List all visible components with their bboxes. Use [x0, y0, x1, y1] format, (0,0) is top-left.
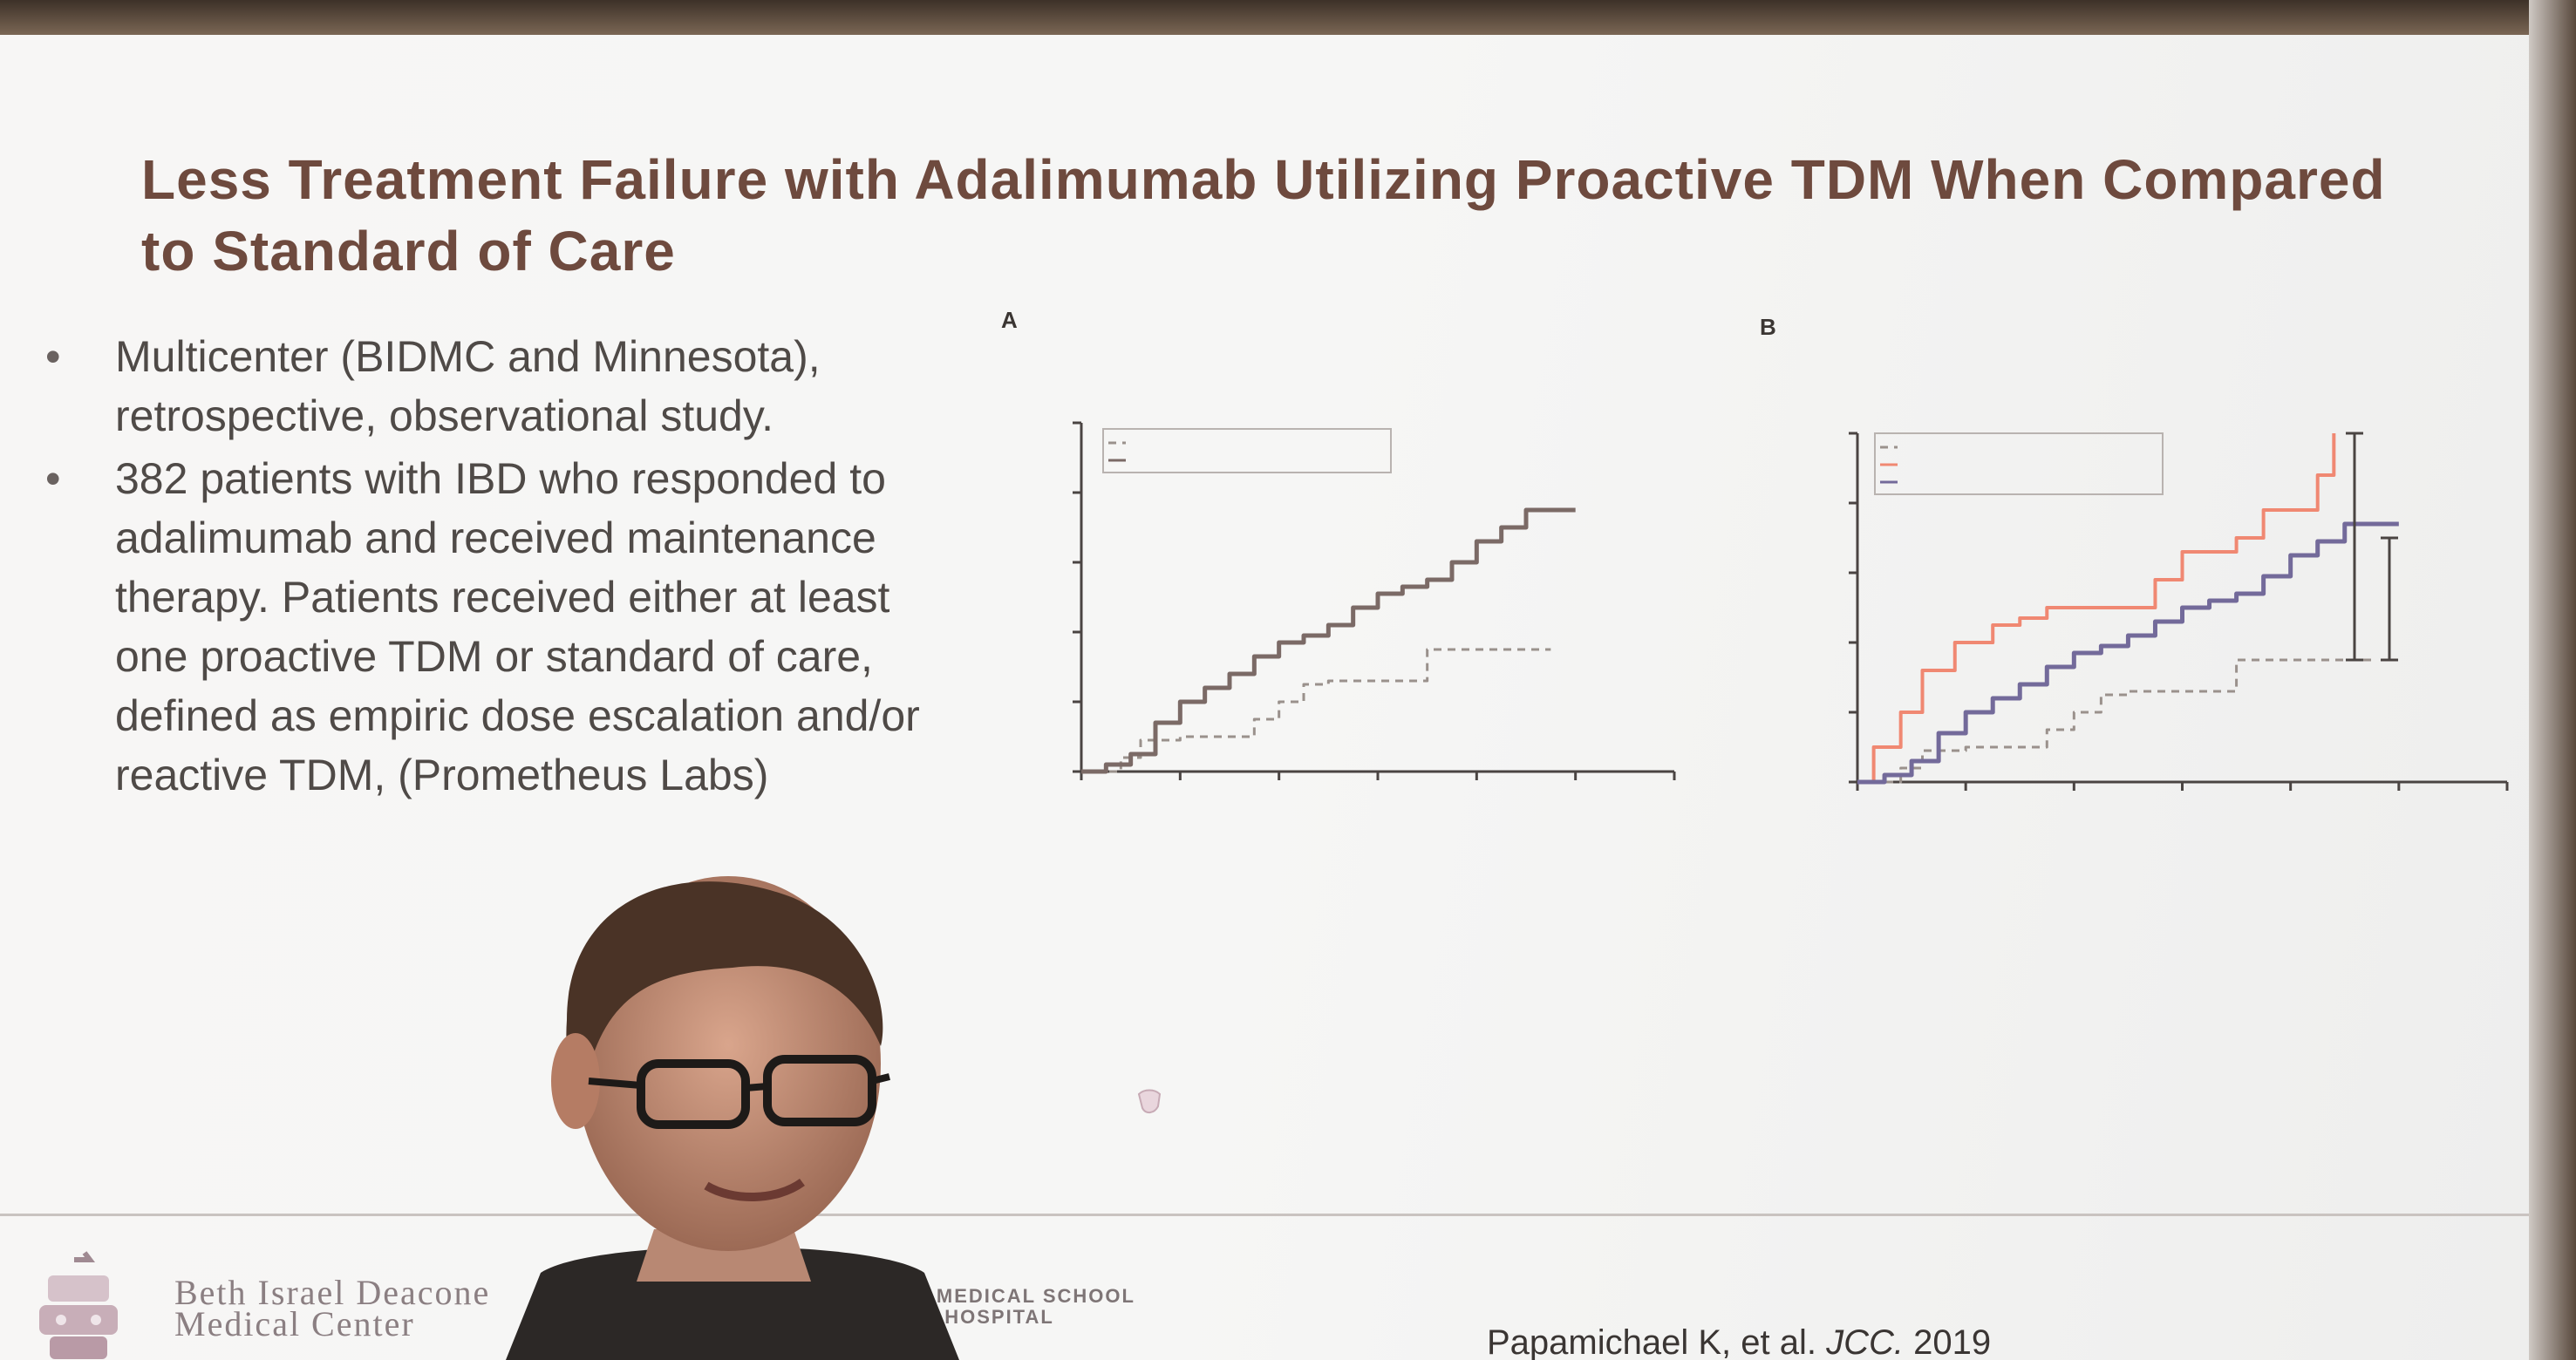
screen-edge: [2529, 0, 2576, 1360]
hand-cursor-icon: [1137, 1089, 1162, 1113]
institution-name: Beth Israel Deacone Medical Center: [174, 1273, 491, 1343]
series-line: [1857, 433, 2336, 784]
chart-b-km-curve: [1849, 432, 2509, 791]
panel-label-a: A: [1001, 307, 1018, 333]
legend-box: [1874, 432, 2164, 495]
projected-slide: Less Treatment Failure with Adalimumab U…: [0, 35, 2529, 1360]
bullet-item: 382 patients with IBD who responded to a…: [35, 449, 951, 805]
footer-divider: [0, 1214, 2529, 1216]
bullet-item: Multicenter (BIDMC and Minnesota), retro…: [35, 327, 951, 445]
presenter-person: [506, 876, 959, 1360]
series-line: [1081, 507, 1576, 774]
bullet-list: Multicenter (BIDMC and Minnesota), retro…: [35, 327, 951, 808]
bidmc-seal-icon: [39, 1251, 118, 1359]
chart-a-km-curve: [1073, 421, 1676, 780]
series-line: [1857, 658, 2372, 784]
slide-title: Less Treatment Failure with Adalimumab U…: [141, 148, 2386, 282]
legend-box: [1102, 428, 1392, 473]
citation: Papamichael K, et al. JCC. 2019: [1487, 1323, 1992, 1360]
series-line: [1857, 521, 2399, 785]
panel-label-b: B: [1760, 314, 1776, 340]
